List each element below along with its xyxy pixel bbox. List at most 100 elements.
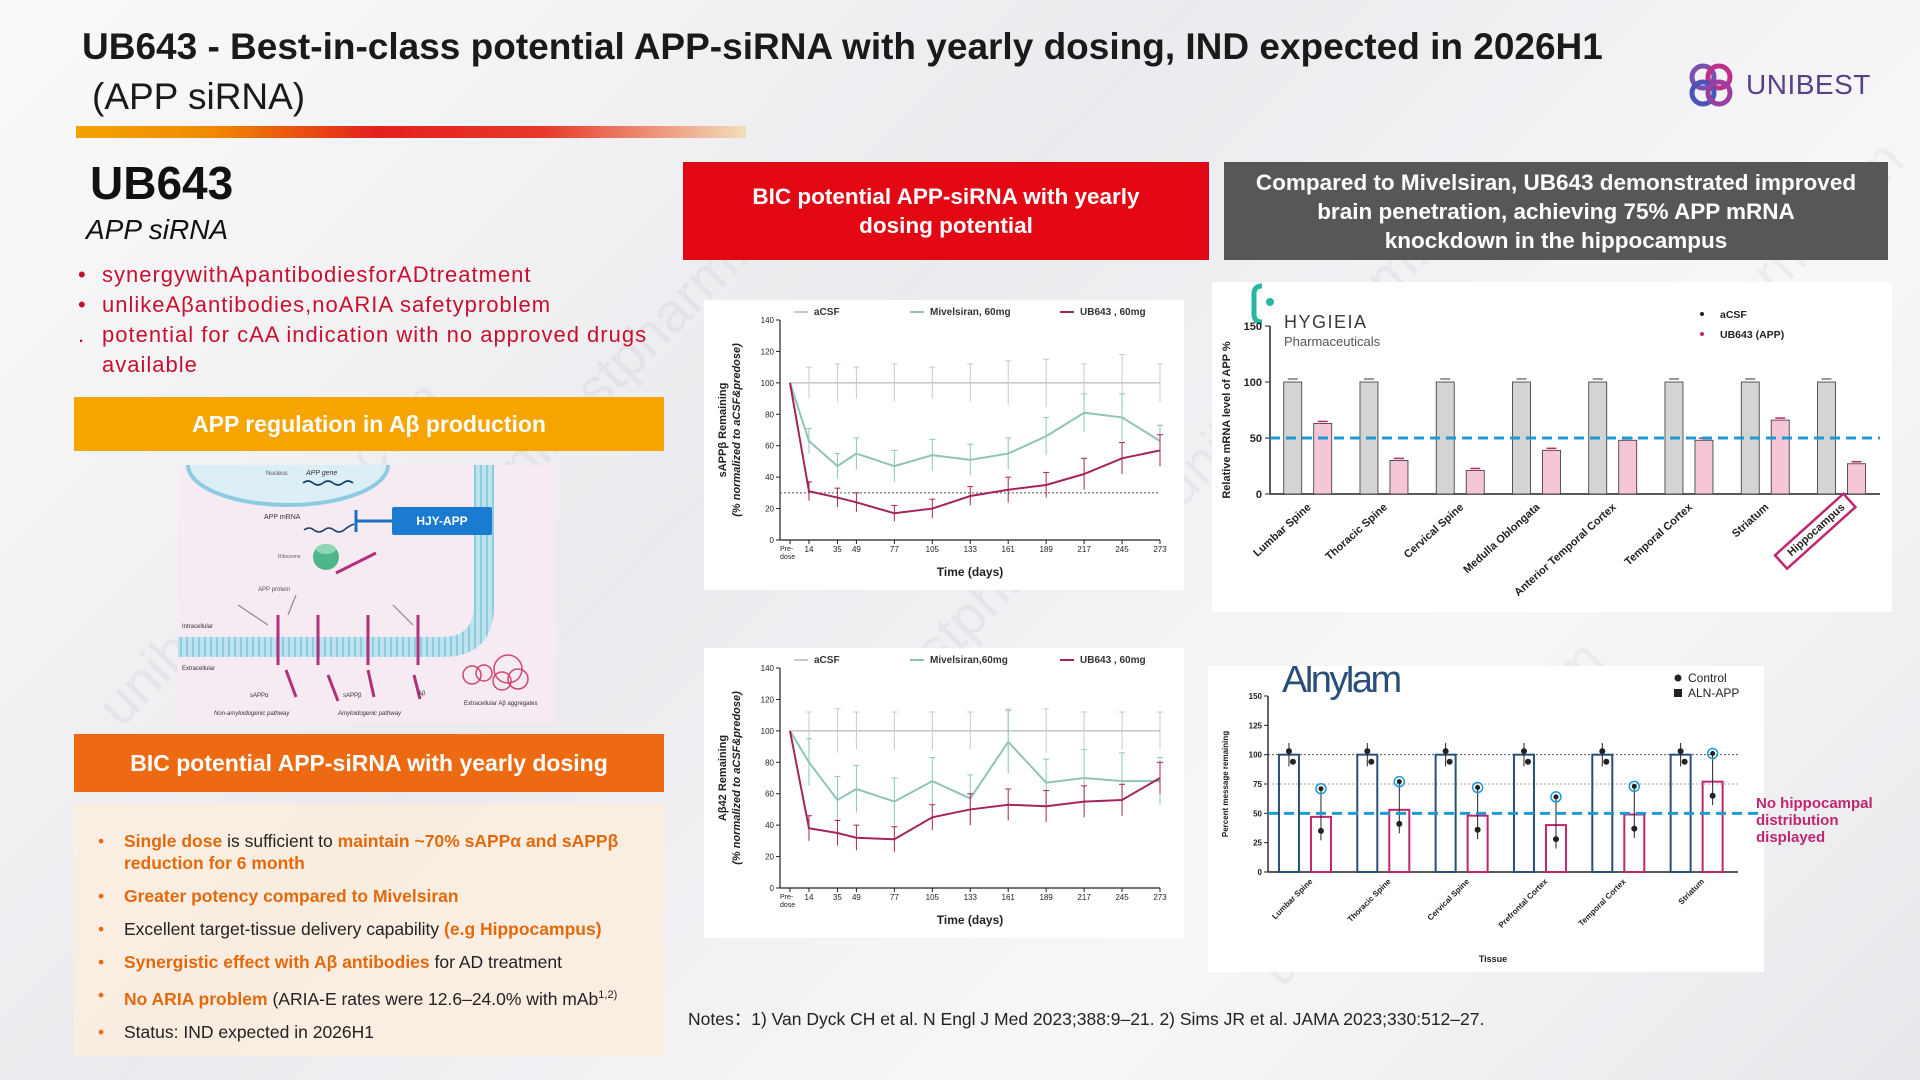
hygieia-bar-chart: HYGIEIA Pharmaceuticals 0 50 100 150 Relative … — [1221, 283, 1880, 599]
y-tick-label: 0 — [770, 536, 775, 545]
bar-ub643 — [1389, 459, 1409, 495]
y-tick-label: 0 — [1258, 868, 1263, 877]
y-tick-label: 75 — [1253, 780, 1262, 789]
hygieia-sub: Pharmaceuticals — [1284, 334, 1381, 349]
page-subtitle: (APP siRNA) — [92, 76, 306, 117]
x-tick-label: Temporal Cortex — [1623, 501, 1696, 568]
x-tick-label: 161 — [1002, 545, 1016, 554]
summary-header: BIC potential APP-siRNA with yearly dosi… — [74, 734, 664, 792]
bar-ub643 — [1618, 439, 1638, 495]
hygieia-name: HYGIEIA — [1284, 312, 1368, 332]
summary-item: Status: IND expected in 2026H1 — [96, 1021, 656, 1043]
data-point — [1289, 758, 1296, 765]
mechanism-diagram: Nucleus APP gene APP mRNA HJY-APP Riboso… — [178, 465, 556, 723]
nucleus-label: Nucleus — [266, 471, 288, 477]
data-point — [1364, 748, 1371, 755]
data-point — [1285, 748, 1292, 755]
data-point-ring — [1706, 747, 1719, 760]
legend-swatch — [1700, 332, 1704, 336]
abeta42-line-chart: 0 20 40 60 80 100 120 140 Pre-dose 14 35 49 77 105 133… — [717, 655, 1167, 927]
summary-box: Single dose is sufficient to maintain ~7… — [74, 804, 664, 1056]
x-tick-label: 161 — [1002, 893, 1016, 902]
y-tick-label: 125 — [1249, 721, 1263, 730]
data-point — [1553, 794, 1559, 800]
x-tick-label: 35 — [833, 893, 842, 902]
y-axis-label-line: Aβ42 Remaining — [717, 735, 729, 821]
alnylam-chart-panel: Alnylam 0 25 50 75 100 125 150 Percent message r… — [1208, 659, 1764, 972]
y-axis-label: Relative mRNA level of APP % — [1221, 341, 1233, 499]
abeta-label: Aβ — [418, 691, 426, 697]
summary-item: Synergistic effect with Aβ antibodies fo… — [96, 951, 656, 973]
data-point — [1520, 748, 1527, 755]
y-axis-label-line: sAPPβ Remaining — [717, 383, 729, 478]
app-mrna-label: APP mRNA — [264, 514, 301, 521]
x-axis-label: Tissue — [1479, 954, 1507, 964]
data-point — [1446, 758, 1453, 765]
x-tick-label: 14 — [805, 893, 814, 902]
y-tick-label: 120 — [761, 347, 775, 356]
bar-ub643 — [1465, 470, 1485, 495]
hjy-app-label: HJY-APP — [416, 514, 467, 528]
data-point-ring — [1315, 782, 1327, 795]
y-tick-label: 20 — [765, 853, 774, 862]
abeta42-chart-panel: 0 20 40 60 80 100 120 140 Pre-dose 14 35 49 77 105 133… — [704, 648, 1184, 938]
drug-bullets: synergywithApantibodiesforADtreatment un… — [76, 260, 666, 380]
data-point — [1524, 758, 1531, 765]
data-point — [1368, 758, 1375, 765]
legend-swatch — [1674, 689, 1682, 697]
data-point — [1474, 826, 1481, 833]
x-axis-label: Time (days) — [937, 913, 1003, 927]
x-tick-label: 105 — [926, 893, 940, 902]
y-tick-label: 80 — [765, 410, 774, 419]
y-tick-label: 40 — [765, 821, 774, 830]
x-tick-label: 105 — [926, 545, 940, 554]
bar-ub643 — [1847, 463, 1866, 495]
data-point — [1552, 836, 1559, 843]
x-axis-label: Time (days) — [937, 565, 1003, 579]
x-tick-label: 14 — [805, 545, 814, 554]
data-point — [1317, 827, 1324, 834]
saappa-label: sAPPα — [250, 693, 269, 699]
data-point — [1710, 750, 1716, 756]
legend-label: aCSF — [1720, 309, 1747, 321]
alnylam-bar-chart: Alnylam 0 25 50 75 100 125 150 Percent message r… — [1221, 659, 1762, 964]
bar-ub643 — [1542, 449, 1561, 495]
summary-item: No ARIA problem (ARIA-E rates were 12.6–… — [96, 984, 656, 1010]
x-tick-label: Hippocampus — [1785, 501, 1847, 559]
legend-label: Mivelsiran,60mg — [930, 655, 1008, 666]
unibest-logo-icon — [1688, 62, 1734, 108]
no-hippocampus-note: No hippocampal distribution displayed — [1756, 795, 1873, 846]
app-protein-label: APP protein — [258, 587, 290, 593]
alnylam-logo-text: Alnylam — [1282, 666, 1400, 701]
bullet-item: potential for cAA indication with no app… — [76, 320, 666, 380]
x-tick-label: 35 — [833, 545, 842, 554]
data-point-ring — [1628, 780, 1641, 793]
right-header: Compared to Mivelsiran, UB643 demonstrat… — [1224, 162, 1888, 260]
page-title: UB643 - Best-in-class potential APP-siRN… — [82, 26, 1603, 67]
x-tick-label: Striatum — [1677, 877, 1706, 906]
x-tick-label: 133 — [964, 545, 978, 554]
x-tick-label: Striatum — [1730, 501, 1771, 540]
y-axis-label-line: (% normalized to aCSF&predose) — [731, 691, 743, 865]
y-axis-label: Percent message remaining — [1221, 731, 1230, 837]
legend-swatch — [1700, 312, 1704, 316]
data-point-ring — [1471, 781, 1484, 794]
y-axis-label: Aβ42 Remaining (% normalized to aCSF&pred… — [717, 691, 743, 865]
y-tick-label: 50 — [1250, 433, 1262, 445]
legend-swatch — [1674, 674, 1682, 682]
x-tick-label: 273 — [1153, 893, 1167, 902]
y-tick-label: 120 — [761, 695, 775, 704]
bar-ub643 — [1313, 423, 1333, 495]
x-tick-label: 245 — [1115, 893, 1129, 902]
extracellular-label: Extracellular — [182, 666, 215, 672]
x-tick-label: Thoracic Spine — [1346, 877, 1393, 924]
data-point-ring — [1550, 791, 1562, 803]
x-tick-label: Prefrontal Cortex — [1497, 877, 1550, 930]
data-point — [1677, 748, 1684, 755]
data-point — [1396, 820, 1403, 827]
legend-label: ALN-APP — [1688, 686, 1739, 700]
series-line-2 — [789, 730, 1161, 841]
sappb-chart-panel: 0 20 40 60 80 100 120 140 Pre-dose 14 35 49 77 105 133… — [704, 300, 1184, 590]
series-line-2 — [789, 382, 1161, 515]
x-tick-label: 49 — [852, 545, 861, 554]
